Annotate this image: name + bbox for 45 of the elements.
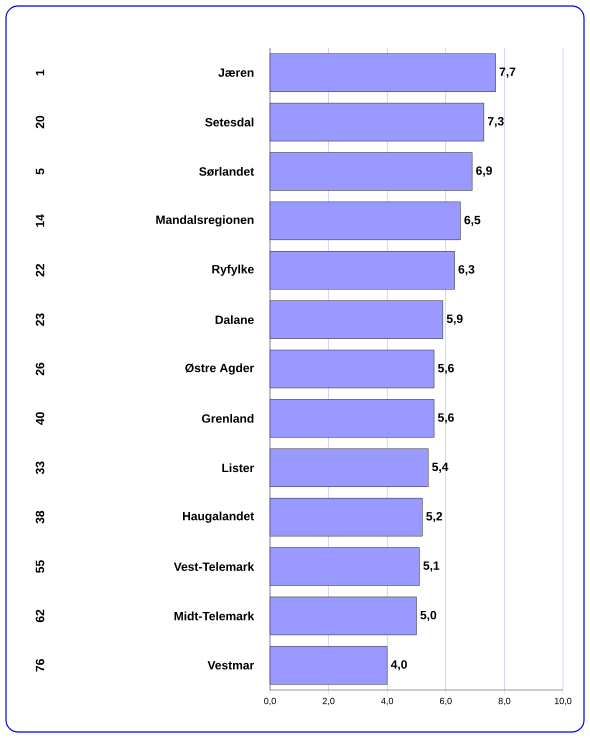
data-label: 5,6 (438, 413, 454, 424)
y-tick-label: Haugalandet (182, 512, 254, 523)
y-tick-label: Sørlandet (199, 166, 254, 176)
data-label: 5,4 (432, 462, 448, 473)
x-tick-label: 2,0 (322, 698, 335, 706)
text: 22 (36, 264, 44, 276)
y-tick-label: Vestmar (208, 661, 254, 670)
y-tick-label: Grenland (202, 414, 254, 423)
x-tick-label: 4,0 (381, 698, 394, 706)
x-tick-label: 0,0 (264, 698, 276, 706)
data-label: 5,2 (426, 512, 442, 522)
y-tick-label: Vest-Telemark (174, 562, 254, 571)
data-label: 5,0 (420, 610, 436, 622)
text: 40 (36, 412, 44, 425)
text: 55 (36, 560, 44, 573)
y-tick-label: Lister (222, 463, 254, 472)
text: 76 (36, 659, 44, 672)
text: 1 (36, 70, 44, 76)
data-label: 5,6 (438, 364, 454, 374)
data-label: 6,9 (476, 166, 492, 177)
y-tick-label: Dalane (216, 315, 254, 324)
data-label: 5,1 (423, 561, 440, 572)
text: 20 (36, 116, 44, 128)
y-tick-label: Østre Agder (185, 363, 254, 375)
data-label: 7,3 (488, 116, 504, 128)
data-label: 5,9 (446, 314, 463, 325)
y-tick-label: Midt-Telemark (174, 612, 254, 620)
data-label: 6,5 (464, 216, 480, 226)
text: 38 (36, 510, 44, 524)
text: 14 (36, 214, 44, 227)
y-tick-label: Ryfylke (212, 264, 254, 276)
y-tick-label: Jæren (218, 68, 254, 77)
x-tick-label: 6,0 (440, 698, 452, 706)
text: 5 (36, 168, 44, 174)
y-tick-label: Mandalsregionen (156, 215, 254, 226)
data-label: 4,0 (390, 660, 407, 670)
text: 26 (36, 362, 44, 376)
data-label: 7,7 (500, 68, 516, 78)
text: 23 (36, 313, 44, 326)
y-tick-label: Setesdal (205, 118, 254, 126)
text: 62 (36, 610, 44, 622)
text: 33 (36, 462, 44, 474)
data-label: 6,3 (458, 265, 474, 276)
x-tick-label: 10,0 (554, 698, 572, 706)
x-tick-label: 8,0 (498, 698, 510, 706)
